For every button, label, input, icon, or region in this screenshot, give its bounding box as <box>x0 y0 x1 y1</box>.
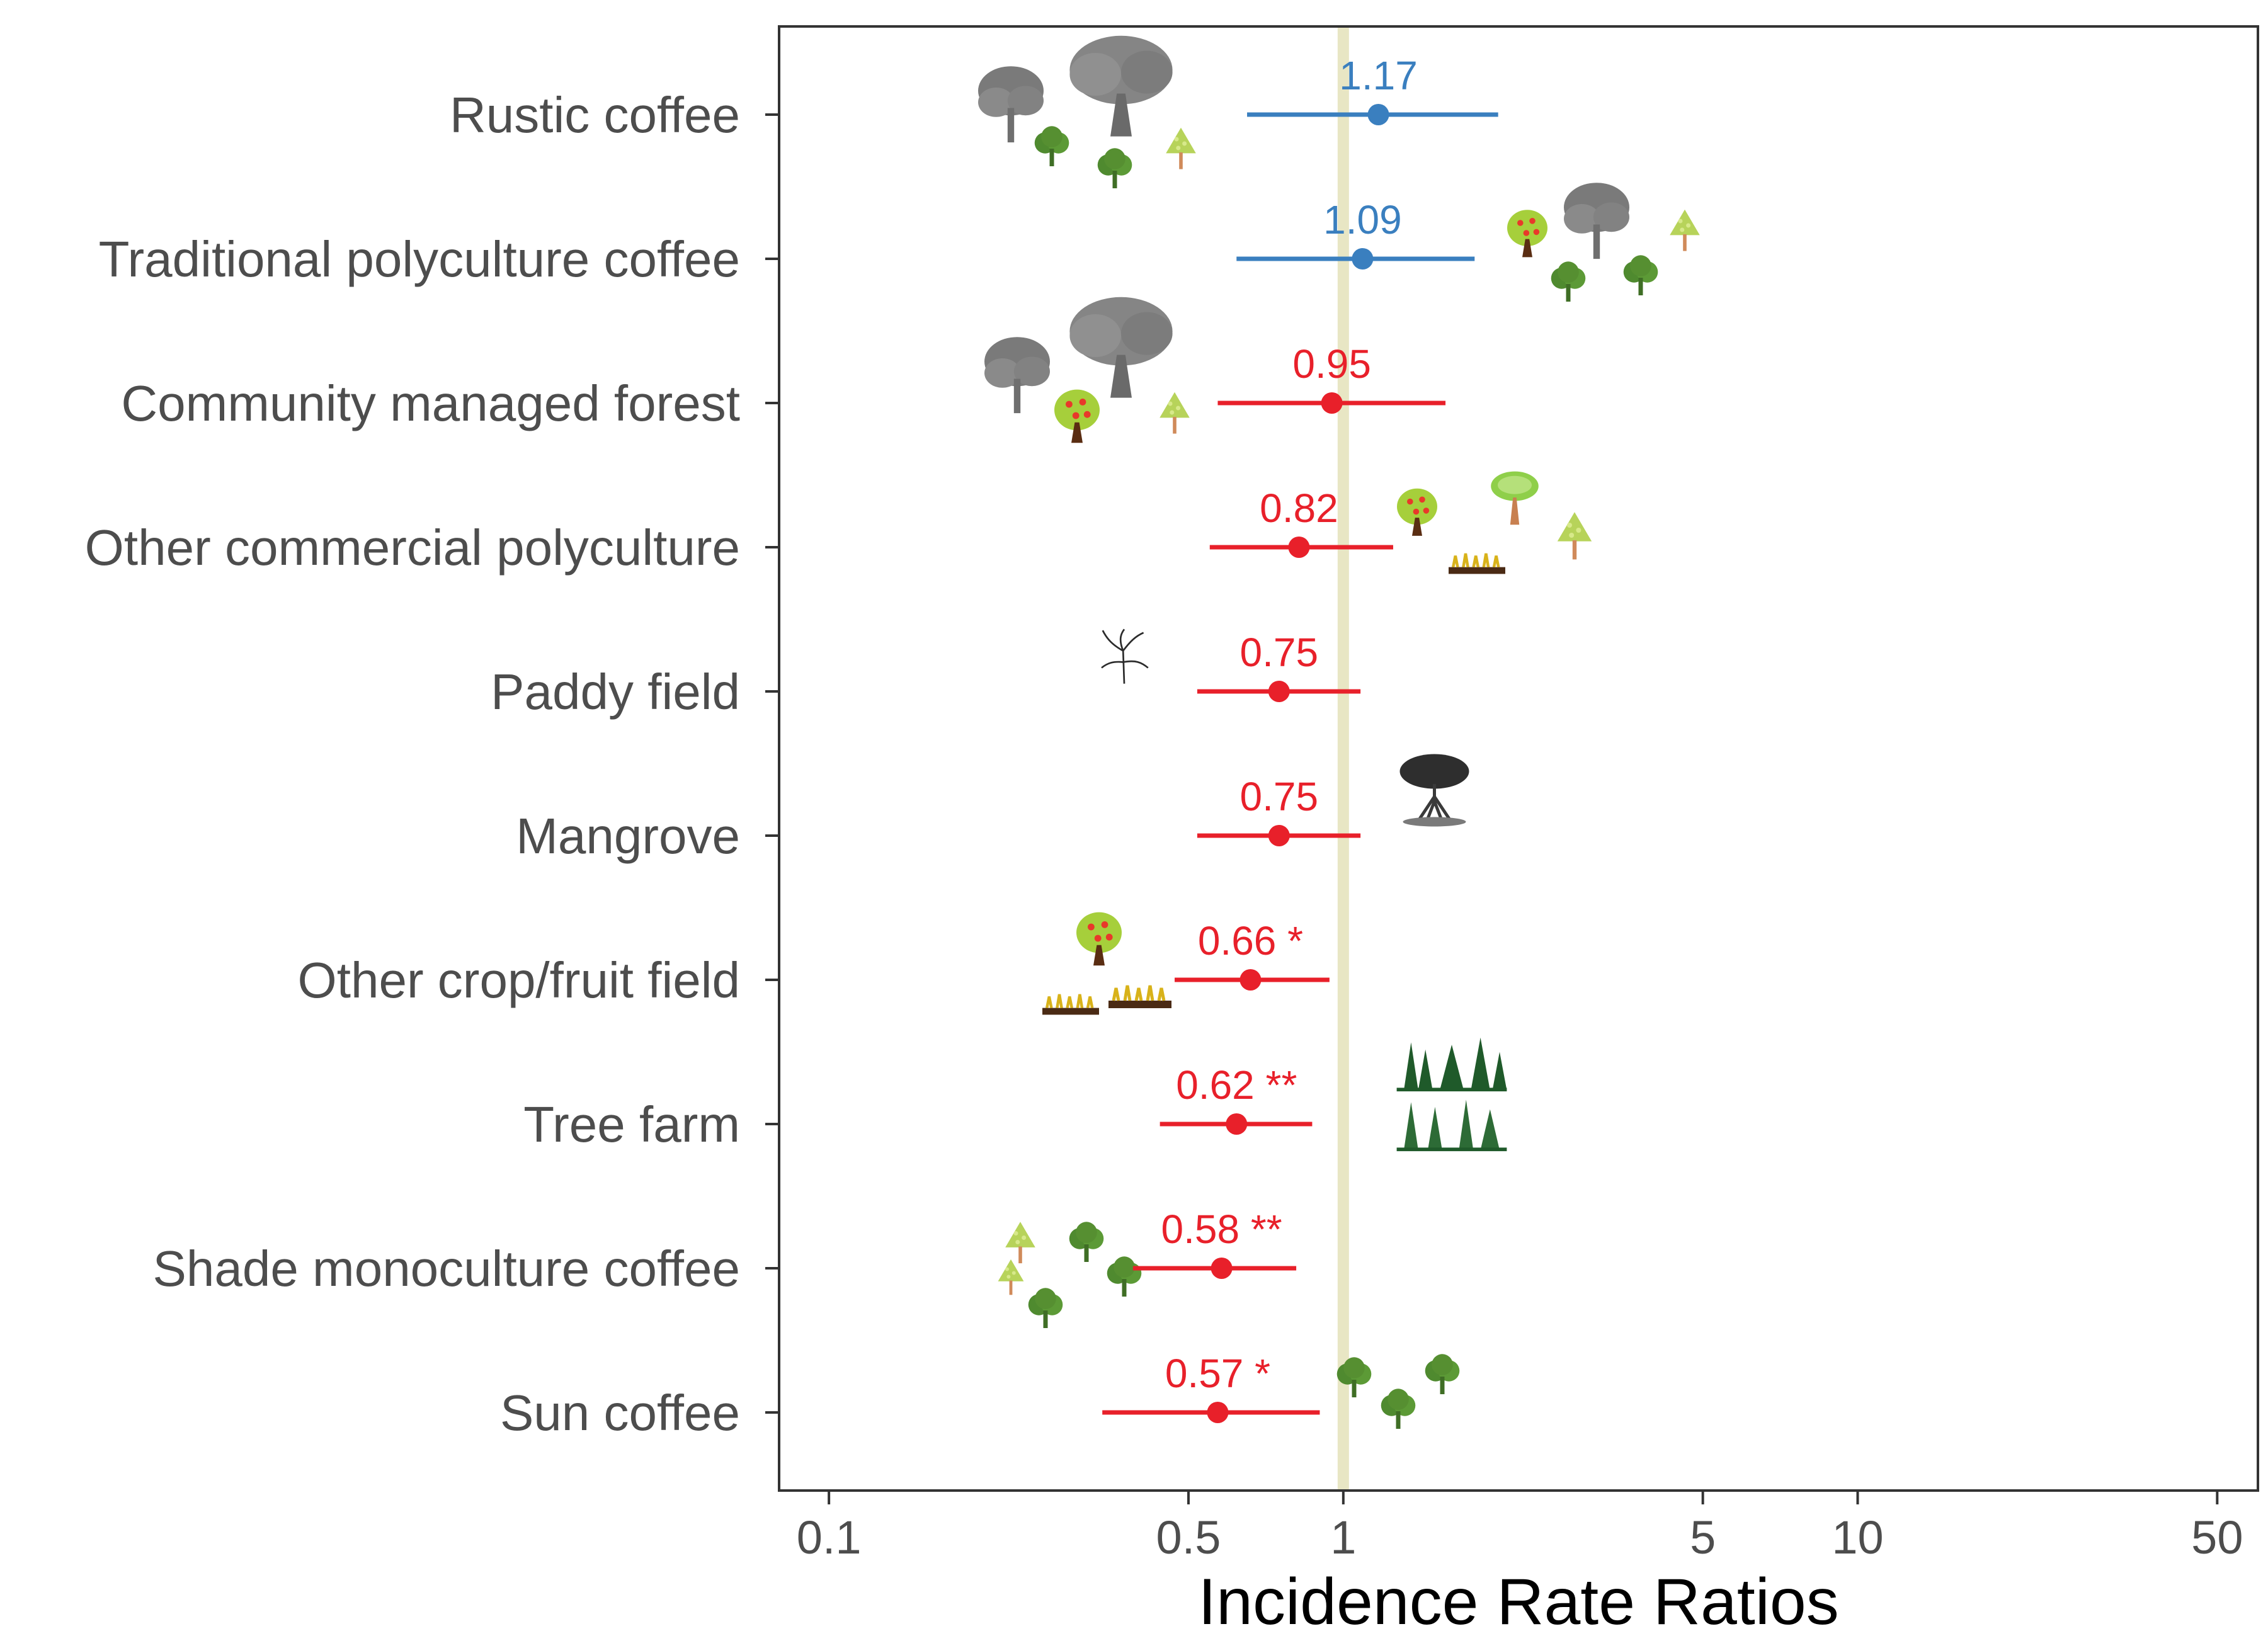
fruit-tree-icon <box>1397 488 1437 536</box>
green-shrub-icon <box>1028 1288 1063 1328</box>
green-shrub-icon <box>1069 1222 1104 1262</box>
plot-panel-frame <box>778 25 2259 1492</box>
category-label: Paddy field <box>491 664 740 720</box>
crop-row-icon <box>1449 554 1505 574</box>
estimate-point <box>1239 969 1262 991</box>
value-label: 0.95 <box>1292 341 1371 387</box>
estimate-point <box>1226 1113 1248 1135</box>
category-label: Other commercial polyculture <box>85 520 740 576</box>
x-tick-label: 0.1 <box>797 1511 862 1564</box>
green-shrub-icon <box>1381 1389 1416 1429</box>
estimate-point <box>1321 392 1343 414</box>
x-tick-label: 1 <box>1330 1511 1356 1564</box>
green-shrub-icon <box>1034 126 1069 166</box>
green-tree-icon <box>1491 471 1539 525</box>
category-label: Other crop/fruit field <box>298 952 741 1008</box>
gray-oak-icon <box>1069 297 1173 398</box>
value-label: 1.17 <box>1339 53 1418 98</box>
lime-tree-icon <box>1166 127 1196 169</box>
fruit-tree-icon <box>1076 912 1122 966</box>
x-tick-label: 5 <box>1690 1511 1716 1564</box>
x-tick-label: 50 <box>2191 1511 2243 1564</box>
value-label: 0.58 ** <box>1161 1207 1282 1252</box>
estimate-point <box>1211 1258 1233 1279</box>
gray-oak-icon <box>1069 35 1173 137</box>
gray-tree-icon <box>978 66 1044 143</box>
green-shrub-icon <box>1623 255 1658 295</box>
category-label: Sun coffee <box>500 1385 740 1441</box>
value-label: 0.66 * <box>1198 918 1303 963</box>
estimate-point <box>1352 248 1374 270</box>
lime-tree-icon <box>1557 512 1592 560</box>
lime-tree-icon <box>1160 392 1190 434</box>
lime-tree-icon <box>1670 209 1700 251</box>
conifer-forest-icon <box>1396 1037 1507 1152</box>
x-axis-title: Incidence Rate Ratios <box>1198 1565 1838 1636</box>
value-label: 0.82 <box>1260 486 1338 531</box>
category-label: Mangrove <box>516 808 740 864</box>
value-label: 1.09 <box>1323 197 1402 242</box>
green-shrub-icon <box>1097 148 1132 188</box>
category-label: Tree farm <box>523 1096 740 1152</box>
gray-tree-icon <box>1564 183 1629 259</box>
category-label: Rustic coffee <box>450 87 740 143</box>
category-label: Shade monoculture coffee <box>153 1241 741 1297</box>
value-label: 0.62 ** <box>1176 1062 1297 1108</box>
lime-tree-icon <box>1005 1222 1035 1264</box>
rice-plant-icon <box>1102 629 1148 683</box>
category-label: Community managed forest <box>121 375 740 431</box>
category-label: Traditional polyculture coffee <box>99 231 740 287</box>
green-shrub-icon <box>1107 1256 1142 1297</box>
value-label: 0.75 <box>1240 630 1319 675</box>
value-label: 0.75 <box>1240 774 1319 819</box>
estimate-point <box>1207 1402 1229 1423</box>
estimate-point <box>1288 537 1310 558</box>
fruit-tree-icon <box>1054 389 1100 443</box>
green-shrub-icon <box>1551 261 1586 302</box>
gray-tree-icon <box>984 337 1050 414</box>
crop-row-icon <box>1042 994 1099 1014</box>
estimate-point <box>1268 681 1290 702</box>
green-shrub-icon <box>1425 1354 1460 1394</box>
estimate-point <box>1367 104 1389 125</box>
x-tick-label: 10 <box>1832 1511 1883 1564</box>
lime-tree-icon <box>998 1259 1024 1295</box>
estimate-point <box>1268 825 1290 846</box>
x-tick-label: 0.5 <box>1156 1511 1221 1564</box>
fruit-tree-icon <box>1507 210 1547 258</box>
value-label: 0.57 * <box>1165 1351 1270 1396</box>
crop-row-icon <box>1108 986 1171 1008</box>
mangrove-icon <box>1400 754 1469 827</box>
